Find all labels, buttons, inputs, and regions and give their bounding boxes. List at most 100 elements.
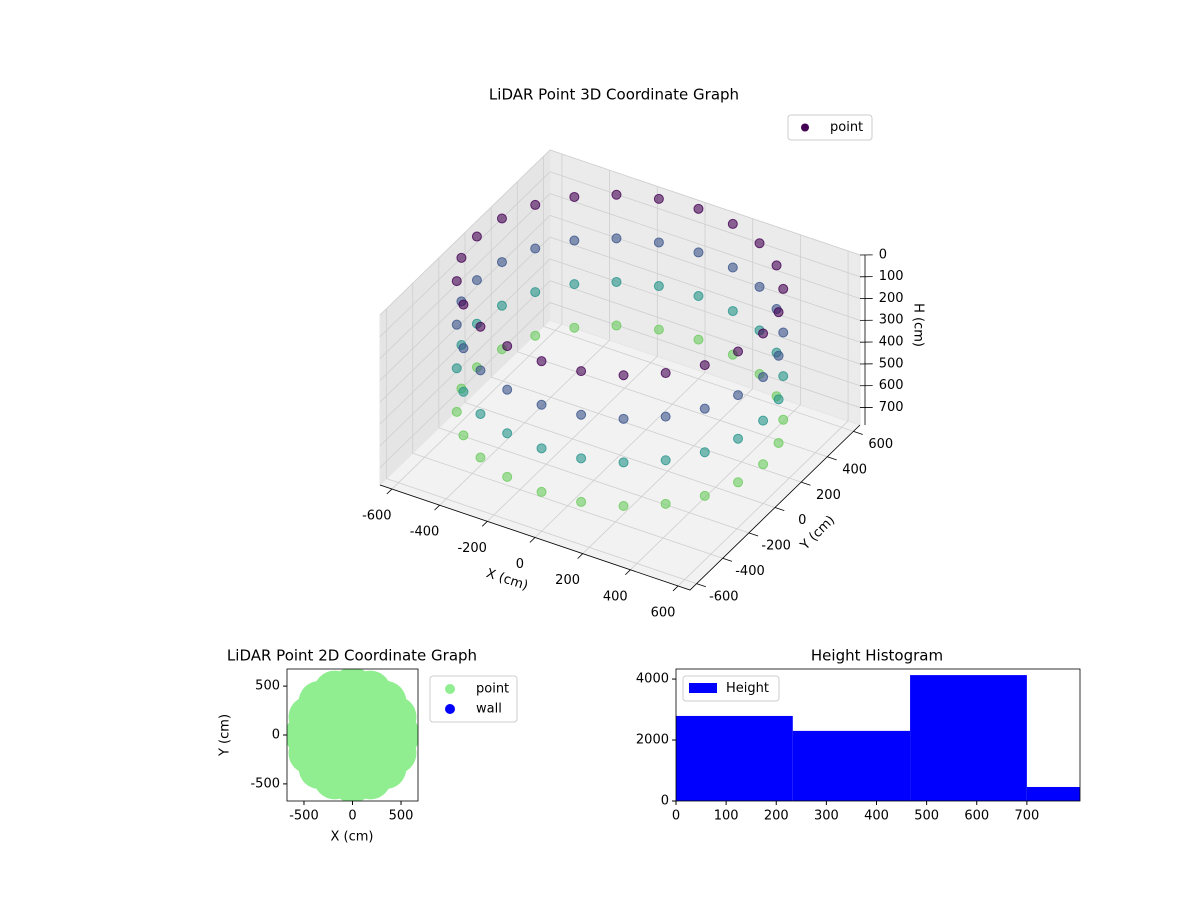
point (530, 287, 541, 298)
point (733, 346, 744, 357)
z-tick-label: 700 (879, 400, 904, 415)
x-tick-label: 100 (714, 809, 739, 824)
y-tick-label: -500 (250, 776, 280, 791)
grid-line (549, 215, 861, 321)
point (653, 324, 664, 335)
point (727, 306, 738, 317)
grid-line (543, 325, 854, 432)
point (758, 459, 769, 470)
tick-mark (481, 521, 488, 527)
legend-marker (445, 704, 455, 714)
x-tick-label: 500 (914, 809, 939, 824)
tick-mark (801, 481, 811, 486)
y-tick-label: -200 (761, 539, 791, 554)
point (536, 356, 547, 367)
point (569, 191, 580, 202)
point (536, 443, 547, 454)
tick-mark (853, 430, 863, 435)
point (451, 276, 462, 287)
point (653, 237, 664, 248)
grid-line (379, 193, 551, 359)
x-tick-label: 0 (516, 557, 524, 572)
y-tick-label: 200 (816, 488, 841, 503)
legend-marker (801, 123, 809, 132)
axis-line (379, 424, 861, 591)
point (458, 430, 469, 441)
point (660, 411, 671, 422)
point (618, 413, 629, 424)
y-tick-label: 400 (842, 462, 867, 477)
legend-label: point (476, 682, 509, 697)
bar (910, 675, 1027, 801)
tick-mark (774, 507, 785, 512)
point (475, 321, 486, 332)
x-tick-label: 400 (603, 589, 628, 604)
point (733, 390, 744, 401)
tick-mark (722, 557, 733, 562)
grid-line (549, 149, 861, 256)
point (653, 281, 664, 292)
point (618, 501, 629, 511)
tick-mark (748, 532, 759, 537)
point (576, 453, 587, 464)
point (496, 300, 507, 311)
z-tick-label: 400 (879, 335, 904, 350)
grid-line (379, 171, 551, 338)
y-tick-label: 2000 (636, 733, 669, 748)
x-tick-label: 300 (814, 809, 839, 824)
point (458, 299, 469, 310)
grid-line (549, 171, 861, 278)
point (576, 496, 587, 507)
legend-label: wall (476, 702, 502, 717)
point (611, 320, 622, 331)
grid-line (412, 452, 723, 559)
point (693, 334, 704, 345)
x-tick-label: 200 (555, 573, 580, 588)
point (733, 433, 744, 444)
tick-mark (672, 585, 679, 592)
grid-line (379, 280, 551, 447)
point (451, 319, 462, 330)
x-tick-label: -200 (457, 541, 487, 556)
grid-line (549, 258, 861, 365)
z-tick-label: 0 (879, 247, 887, 262)
point (773, 437, 784, 448)
z-tick-label: 300 (879, 313, 904, 328)
point (458, 386, 469, 397)
point (660, 498, 671, 509)
plot-area (287, 669, 418, 801)
legend-box (682, 675, 780, 702)
z-tick-label: 500 (879, 356, 904, 371)
point (502, 384, 513, 395)
x-tick-label: -400 (410, 525, 440, 540)
point (771, 260, 782, 271)
x-tick-label: 0 (348, 809, 356, 824)
point (475, 365, 486, 376)
point (699, 360, 710, 371)
point (778, 283, 789, 294)
point (451, 363, 462, 374)
point (660, 368, 671, 379)
grid-line (386, 478, 697, 585)
x-tick-label: -600 (362, 508, 392, 523)
point (611, 233, 622, 244)
grid-line (549, 302, 861, 408)
point (758, 372, 769, 383)
point (699, 403, 710, 414)
grid-line (379, 236, 551, 403)
bar (1026, 786, 1080, 801)
y-tick-label: -400 (735, 564, 765, 579)
y-tick-label: 500 (255, 679, 280, 694)
point (653, 193, 664, 204)
point (502, 428, 513, 439)
grid-line (464, 402, 776, 508)
x-tick-label: 500 (389, 809, 414, 824)
point (754, 238, 765, 249)
tick-mark (625, 569, 631, 576)
grid-line (549, 280, 861, 387)
point (758, 415, 769, 426)
point (773, 307, 784, 318)
point (502, 471, 513, 482)
grid-line (549, 236, 861, 343)
